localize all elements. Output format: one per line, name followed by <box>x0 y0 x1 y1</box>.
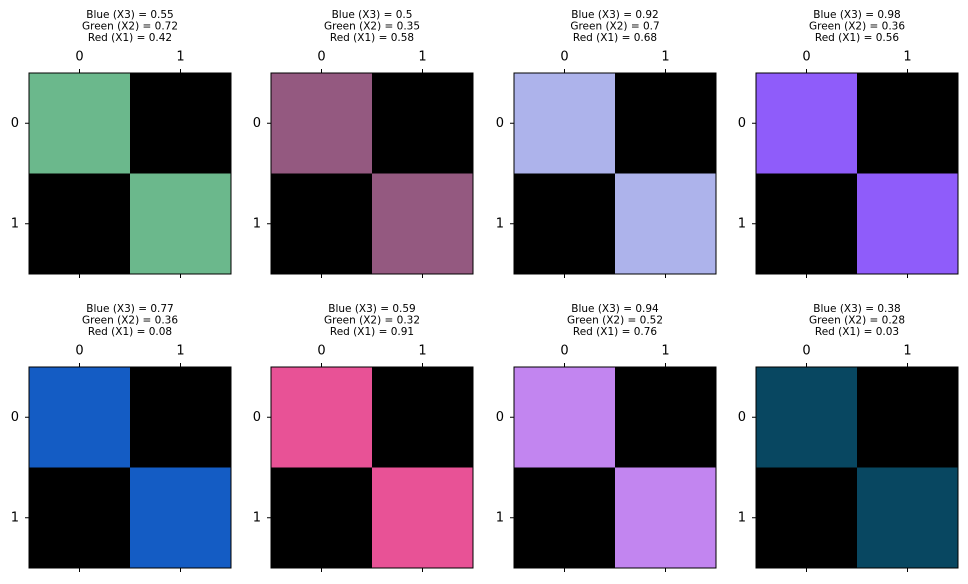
cell <box>130 467 232 569</box>
y-tick-label: 0 <box>738 410 746 425</box>
subplot-title: Red (X1) = 0.56 <box>815 32 900 44</box>
x-tick-label: 1 <box>661 50 669 65</box>
cell <box>514 467 616 569</box>
subplot-title: Green (X2) = 0.7 <box>570 21 659 33</box>
cell <box>615 367 717 468</box>
axes-frame <box>755 366 959 569</box>
cell <box>756 173 858 275</box>
x-tick-label: 0 <box>75 50 83 65</box>
x-tick-label: 0 <box>560 344 568 359</box>
axes-frame <box>513 366 717 569</box>
cell <box>29 73 131 174</box>
cell <box>372 367 474 468</box>
x-tick-label: 0 <box>317 344 325 359</box>
x-tick-label: 0 <box>75 344 83 359</box>
y-tick-label: 1 <box>253 510 261 525</box>
x-tick-label: 0 <box>560 50 568 65</box>
cell <box>130 173 232 275</box>
cell <box>29 367 131 468</box>
axes-frame <box>270 366 474 569</box>
y-tick-label: 1 <box>11 216 19 231</box>
subplot-title: Blue (X3) = 0.92 <box>571 9 659 21</box>
axes-frame <box>513 72 717 275</box>
subplot-title: Green (X2) = 0.52 <box>567 315 663 327</box>
axes-frame <box>28 72 232 275</box>
subplot-title: Blue (X3) = 0.59 <box>328 303 416 315</box>
y-tick-label: 1 <box>738 216 746 231</box>
y-tick-label: 1 <box>496 510 504 525</box>
x-tick-label: 1 <box>418 50 426 65</box>
subplot-title: Green (X2) = 0.35 <box>324 21 420 33</box>
x-tick-label: 1 <box>903 50 911 65</box>
cell <box>29 173 131 275</box>
y-tick-label: 0 <box>11 410 19 425</box>
cell <box>615 73 717 174</box>
y-tick-label: 1 <box>496 216 504 231</box>
subplot-title: Green (X2) = 0.36 <box>809 21 905 33</box>
cell <box>857 367 959 468</box>
y-tick-label: 0 <box>11 116 19 131</box>
subplot-title: Red (X1) = 0.91 <box>330 326 414 338</box>
x-tick-label: 1 <box>661 344 669 359</box>
subplot-title: Green (X2) = 0.72 <box>82 21 178 33</box>
y-tick-label: 1 <box>738 510 746 525</box>
y-tick-label: 1 <box>253 216 261 231</box>
x-tick-label: 1 <box>903 344 911 359</box>
cell <box>271 467 373 569</box>
y-tick-label: 1 <box>11 510 19 525</box>
cell <box>514 73 616 174</box>
cell <box>271 367 373 468</box>
subplot-title: Red (X1) = 0.08 <box>88 326 172 338</box>
cell <box>130 73 232 174</box>
axes-frame <box>755 72 959 275</box>
cell <box>615 173 717 275</box>
x-tick-label: 0 <box>802 50 810 65</box>
cell <box>372 173 474 275</box>
axes-frame <box>28 366 232 569</box>
cell <box>372 73 474 174</box>
subplot-title: Red (X1) = 0.76 <box>573 326 658 338</box>
subplot-title: Red (X1) = 0.58 <box>330 32 414 44</box>
subplot-title: Blue (X3) = 0.5 <box>332 9 413 21</box>
x-tick-label: 0 <box>317 50 325 65</box>
y-tick-label: 0 <box>253 116 261 131</box>
subplot-title: Blue (X3) = 0.55 <box>86 9 174 21</box>
cell <box>372 467 474 569</box>
subplot-title: Blue (X3) = 0.38 <box>813 303 901 315</box>
x-tick-label: 1 <box>176 50 184 65</box>
cell <box>130 367 232 468</box>
subplot-title: Green (X2) = 0.36 <box>82 315 178 327</box>
x-tick-label: 1 <box>418 344 426 359</box>
cell <box>756 367 858 468</box>
cell <box>857 173 959 275</box>
subplot-title: Green (X2) = 0.28 <box>809 315 905 327</box>
subplot-title: Green (X2) = 0.32 <box>324 315 420 327</box>
subplot-title: Red (X1) = 0.03 <box>815 326 899 338</box>
subplot-title: Red (X1) = 0.68 <box>573 32 657 44</box>
cell <box>514 367 616 468</box>
cell <box>756 73 858 174</box>
axes-frame <box>270 72 474 275</box>
cell <box>756 467 858 569</box>
y-tick-label: 0 <box>253 410 261 425</box>
cell <box>857 73 959 174</box>
x-tick-label: 0 <box>802 344 810 359</box>
y-tick-label: 0 <box>496 410 504 425</box>
y-tick-label: 0 <box>496 116 504 131</box>
subplot-title: Blue (X3) = 0.94 <box>571 303 659 315</box>
cell <box>271 73 373 174</box>
cell <box>271 173 373 275</box>
cell <box>29 467 131 569</box>
x-tick-label: 1 <box>176 344 184 359</box>
cell <box>514 173 616 275</box>
subplot-title: Blue (X3) = 0.77 <box>86 303 174 315</box>
y-tick-label: 0 <box>738 116 746 131</box>
cell <box>615 467 717 569</box>
cell <box>857 467 959 569</box>
subplot-title: Blue (X3) = 0.98 <box>813 9 901 21</box>
subplot-title: Red (X1) = 0.42 <box>88 32 172 44</box>
